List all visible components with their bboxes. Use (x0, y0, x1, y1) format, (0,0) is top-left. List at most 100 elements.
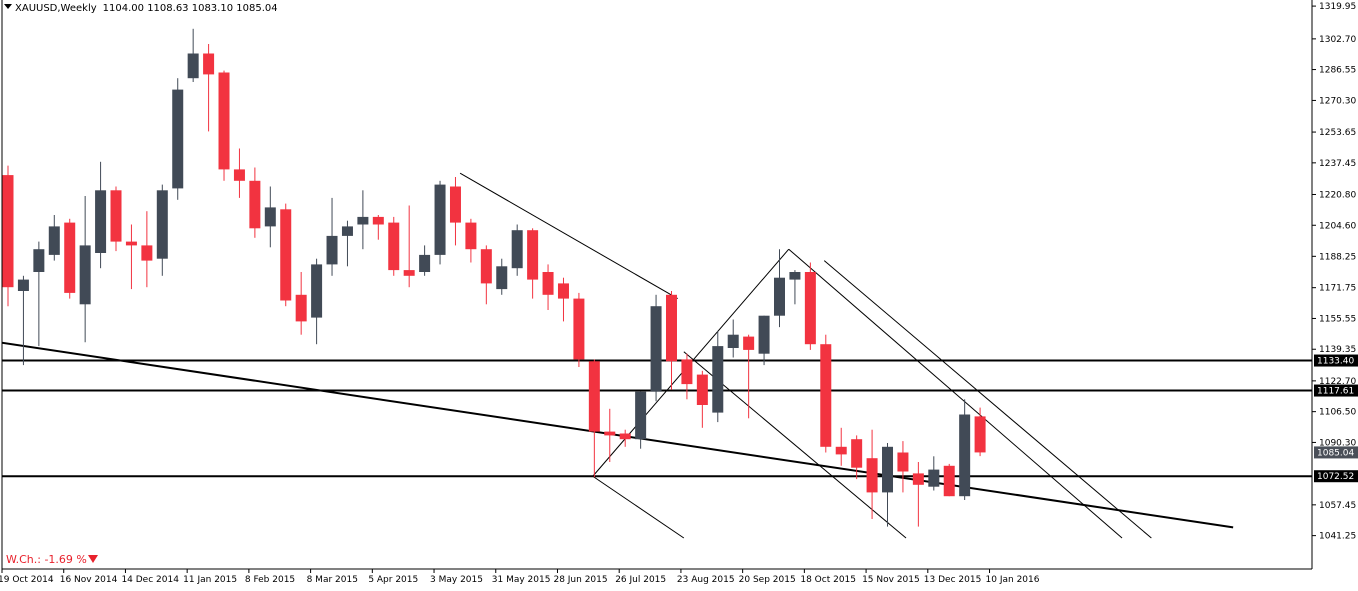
y-tick-label: 1122.70 (1319, 377, 1356, 387)
candle-body-up (496, 266, 508, 290)
candle-body-up (758, 315, 770, 354)
x-tick-label: 15 Nov 2015 (862, 575, 920, 585)
y-tick-label: 1057.45 (1319, 501, 1356, 511)
candle-body-up (95, 190, 107, 253)
x-tick-label: 26 Jul 2015 (615, 575, 666, 585)
y-tick-label: 1286.55 (1319, 66, 1356, 76)
candle-body-up (156, 190, 168, 259)
x-tick-label: 13 Dec 2015 (924, 575, 982, 585)
candle-body-down (372, 216, 384, 225)
level-price-box (1314, 354, 1358, 367)
x-tick-label: 19 Oct 2014 (0, 575, 54, 585)
candle-body-up (650, 306, 662, 392)
candle-body-up (341, 226, 353, 236)
candle-body-up (33, 249, 45, 272)
symbol-label: XAUUSD,Weekly (15, 3, 97, 14)
level-price-box (1314, 470, 1358, 483)
candle-body-down (681, 359, 693, 385)
candle-body-down (897, 452, 909, 472)
current-price-box (1314, 446, 1358, 459)
x-tick-label: 16 Nov 2014 (60, 575, 118, 585)
candle-body-down (388, 222, 400, 271)
y-tick-label: 1220.80 (1319, 190, 1356, 200)
x-tick-label: 18 Oct 2015 (800, 575, 856, 585)
candle-body-down (573, 298, 585, 360)
candle-body-up (635, 391, 647, 440)
candle-body-down (804, 272, 816, 345)
weekly-change-indicator: W.Ch.: -1.69 % (6, 553, 98, 566)
x-tick-label: 5 Apr 2015 (368, 575, 418, 585)
candle-body-down (943, 465, 955, 497)
candle-body-down (820, 344, 832, 447)
y-tick-label: 1188.25 (1319, 252, 1356, 262)
x-tick-label: 3 May 2015 (430, 575, 483, 585)
candle-body-down (974, 416, 986, 453)
candle-body-up (264, 207, 276, 227)
y-tick-label: 1237.45 (1319, 159, 1356, 169)
price-axis: 1319.95 1302.70 1286.55 1270.30 1253.65 1237.… (1, 0, 1356, 569)
trendline (823, 260, 1152, 539)
candle-body-down (480, 249, 492, 284)
candle-body-down (141, 245, 153, 261)
candle-body-up (311, 264, 323, 318)
weekly-change-label: W.Ch.: -1.69 % (6, 553, 87, 566)
candle-body-up (712, 346, 724, 413)
x-tick-label: 14 Dec 2014 (121, 575, 179, 585)
trendline (592, 475, 685, 539)
y-tick-label: 1253.65 (1319, 128, 1356, 138)
candle-body-down (449, 186, 461, 223)
candle-body-down (619, 433, 631, 440)
candle-body-up (48, 226, 60, 255)
candle-body-down (665, 294, 677, 362)
dropdown-triangle-icon[interactable] (4, 4, 12, 9)
candle-body-down (233, 169, 245, 181)
y-tick-label: 1106.50 (1319, 408, 1356, 418)
y-tick-label: 1139.35 (1319, 345, 1356, 355)
candle-body-down (2, 175, 14, 288)
candle-body-down (218, 72, 230, 170)
candle-body-up (79, 245, 91, 305)
candle-body-down (465, 222, 477, 250)
candle-body-down (403, 270, 415, 276)
candle-body-down (851, 439, 863, 468)
x-tick-label: 23 Aug 2015 (677, 575, 735, 585)
x-tick-label: 28 Jun 2015 (553, 575, 607, 585)
candle-body-down (110, 190, 122, 242)
candle-body-up (187, 53, 199, 79)
candle-body-up (959, 414, 971, 497)
y-tick-label: 1090.30 (1319, 438, 1356, 448)
candle-body-down (912, 473, 924, 485)
candle-body-down (588, 361, 600, 432)
ohlc-values: 1104.00 1108.63 1083.10 1085.04 (102, 3, 278, 14)
candle-body-down (557, 283, 569, 299)
y-tick-label: 1155.55 (1319, 314, 1356, 324)
candle-body-down (604, 431, 616, 436)
candle-body-down (64, 222, 76, 293)
level-price-label: 1117.61 (1317, 387, 1354, 397)
candle-body-up (511, 230, 523, 269)
candle-body-up (326, 235, 338, 265)
trendlines (2, 172, 1234, 539)
candle-body-up (882, 446, 894, 493)
x-tick-label: 20 Sep 2015 (739, 575, 796, 585)
y-tick-label: 1319.95 (1319, 2, 1356, 12)
candle-body-up (928, 469, 940, 487)
candle-body-down (866, 458, 878, 493)
candle-body-down (203, 53, 215, 75)
x-tick-label: 8 Feb 2015 (245, 575, 295, 585)
candle-body-down (835, 446, 847, 455)
candle-body-down (249, 180, 261, 229)
level-price-label: 1072.52 (1317, 472, 1354, 482)
trendline (2, 341, 1234, 529)
trendline (788, 248, 1123, 539)
time-axis: 19 Oct 2014 16 Nov 2014 14 Dec 2014 11 Jan … (0, 568, 1312, 585)
down-arrow-icon (87, 555, 98, 563)
candle-body-down (280, 209, 292, 301)
x-tick-label: 11 Jan 2015 (183, 575, 237, 585)
candle-body-down (125, 241, 137, 246)
candle-body-down (743, 336, 755, 350)
current-price-label: 1085.04 (1317, 448, 1354, 458)
x-tick-label: 10 Jan 2016 (986, 575, 1040, 585)
candle-body-up (172, 89, 184, 189)
